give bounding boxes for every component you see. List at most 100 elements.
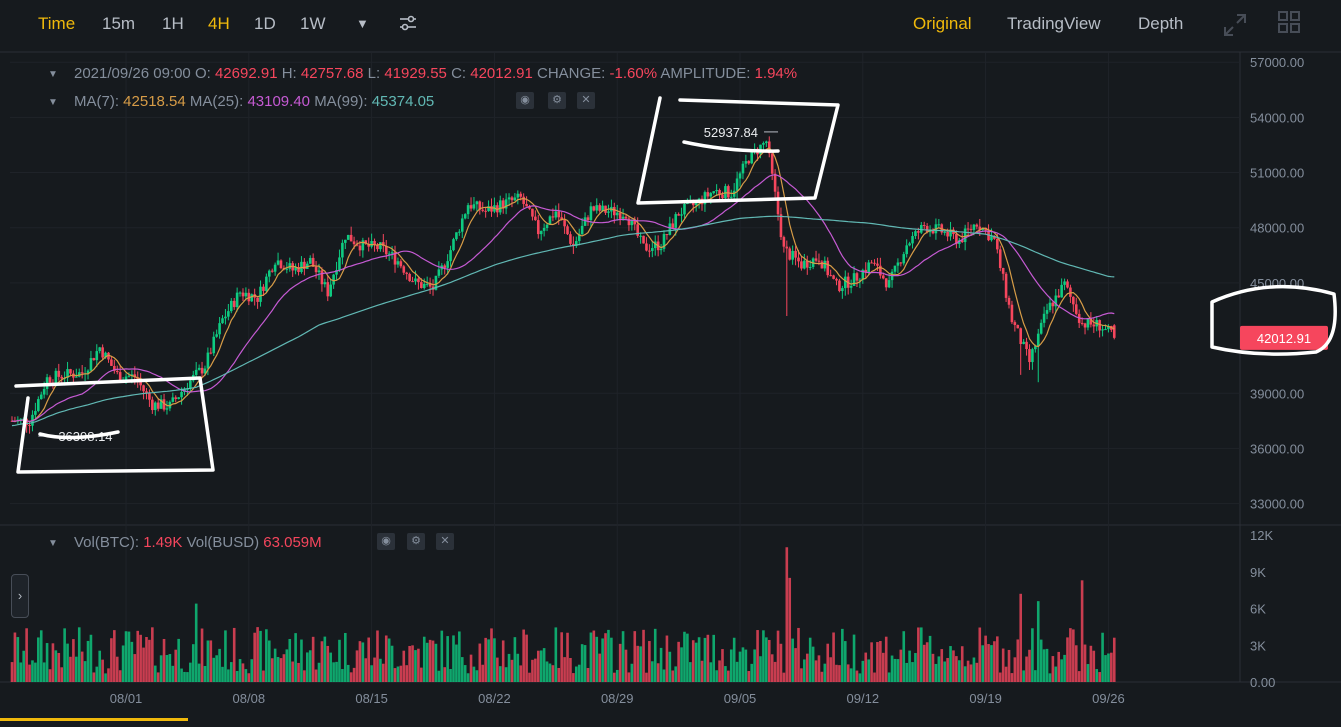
volume-bar xyxy=(548,663,552,682)
volume-bar xyxy=(1060,659,1063,682)
candlestick-series xyxy=(10,136,1116,434)
interval-1h[interactable]: 1H xyxy=(162,14,184,33)
candle-body xyxy=(469,205,473,209)
candle-body xyxy=(449,250,452,262)
volume-bar xyxy=(472,666,476,682)
caret-down-icon[interactable]: ▼ xyxy=(356,16,369,31)
volume-bar xyxy=(1048,673,1052,682)
volume-bar xyxy=(498,666,502,682)
volume-bar xyxy=(843,641,847,682)
candle-body xyxy=(212,336,216,354)
volume-bar xyxy=(765,637,768,682)
candle-body xyxy=(653,241,657,249)
collapse-ohlc-icon[interactable]: ▼ xyxy=(48,69,58,80)
volume-bar xyxy=(440,630,444,682)
ma-close-icon[interactable]: ✕ xyxy=(577,92,595,109)
vol-busd-label: Vol(BUSD) xyxy=(186,534,260,551)
candle-body xyxy=(998,249,1002,268)
candle-body xyxy=(329,284,332,297)
interval-1w[interactable]: 1W xyxy=(300,14,326,33)
volume-bar xyxy=(77,627,81,682)
candle-body xyxy=(159,399,163,409)
volume-bar xyxy=(659,647,663,682)
candle-body xyxy=(189,380,192,389)
price-tick-label: 36000.00 xyxy=(1250,441,1304,456)
interval-4h[interactable]: 4H xyxy=(208,14,230,33)
volume-bar xyxy=(133,654,137,682)
volume-bar xyxy=(197,663,201,682)
candle-body xyxy=(896,262,900,266)
volume-bar xyxy=(37,637,40,682)
candle-body xyxy=(852,273,856,286)
volume-bar xyxy=(422,636,426,682)
candle-body xyxy=(870,262,873,264)
volume-bar xyxy=(1022,670,1025,682)
volume-bar xyxy=(379,658,382,682)
collapse-volume-icon[interactable]: ▼ xyxy=(48,538,58,549)
candle-body xyxy=(60,376,64,379)
collapse-ma-icon[interactable]: ▼ xyxy=(48,97,58,108)
volume-settings-gear-icon[interactable]: ⚙ xyxy=(407,533,425,550)
volume-bar xyxy=(22,650,25,682)
side-panel-toggle-chevron-icon[interactable]: › xyxy=(11,574,29,618)
ma-settings-gear-icon[interactable]: ⚙ xyxy=(548,92,566,109)
volume-visibility-eye-icon[interactable]: ◉ xyxy=(377,533,395,550)
volume-bar xyxy=(180,668,183,682)
volume-bar xyxy=(934,663,938,682)
candle-body xyxy=(417,278,420,283)
volume-bar xyxy=(919,627,923,682)
time-button[interactable]: Time xyxy=(38,14,76,33)
volume-bar xyxy=(560,632,563,682)
candle-body xyxy=(1016,325,1020,329)
interval-1d[interactable]: 1D xyxy=(254,14,276,33)
volume-bar xyxy=(633,631,637,682)
volume-bar xyxy=(314,669,318,682)
volume-bar xyxy=(279,658,283,682)
candle-body xyxy=(536,220,540,235)
candle-body xyxy=(507,197,511,200)
candle-body xyxy=(554,211,558,218)
time-tick-label: 08/08 xyxy=(233,691,266,706)
candle-body xyxy=(452,239,455,251)
candle-body xyxy=(914,231,917,237)
change-label: CHANGE: xyxy=(537,65,606,82)
candle-body xyxy=(101,347,104,358)
candle-body xyxy=(376,245,379,250)
volume-bar xyxy=(750,663,754,682)
candle-body xyxy=(28,425,31,427)
grid-icon[interactable] xyxy=(1277,10,1301,39)
candle-body xyxy=(80,372,84,374)
interval-15m[interactable]: 15m xyxy=(102,14,136,33)
candle-body xyxy=(949,229,952,237)
view-depth-tab[interactable]: Depth xyxy=(1138,14,1184,33)
volume-bar xyxy=(484,637,487,682)
sliders-icon[interactable] xyxy=(398,12,418,39)
volume-bar xyxy=(528,672,531,682)
candle-body xyxy=(244,292,248,297)
volume-bar xyxy=(1016,639,1020,682)
volume-bar xyxy=(396,666,400,682)
candle-body xyxy=(958,240,961,245)
ma-visibility-eye-icon[interactable]: ◉ xyxy=(516,92,534,109)
candle-body xyxy=(648,250,651,252)
volume-bar xyxy=(86,640,90,682)
candle-body xyxy=(57,370,61,377)
active-tab-underline xyxy=(0,718,188,721)
candle-body xyxy=(1083,323,1087,328)
time-tick-label: 08/22 xyxy=(478,691,511,706)
candle-body xyxy=(922,225,926,227)
volume-bar xyxy=(715,670,718,682)
volume-bar xyxy=(729,649,733,682)
volume-bar xyxy=(253,632,256,682)
expand-icon[interactable] xyxy=(1222,12,1248,43)
view-original-tab[interactable]: Original xyxy=(913,14,972,33)
low-label: L: xyxy=(367,65,381,82)
view-tradingview-tab[interactable]: TradingView xyxy=(1007,14,1101,33)
candle-body xyxy=(814,258,818,261)
volume-bar xyxy=(493,638,496,682)
volume-close-icon[interactable]: ✕ xyxy=(436,533,454,550)
low-value: 41929.55 xyxy=(384,65,447,82)
candle-body xyxy=(396,261,400,265)
ma25-label: MA(25): xyxy=(189,93,244,110)
